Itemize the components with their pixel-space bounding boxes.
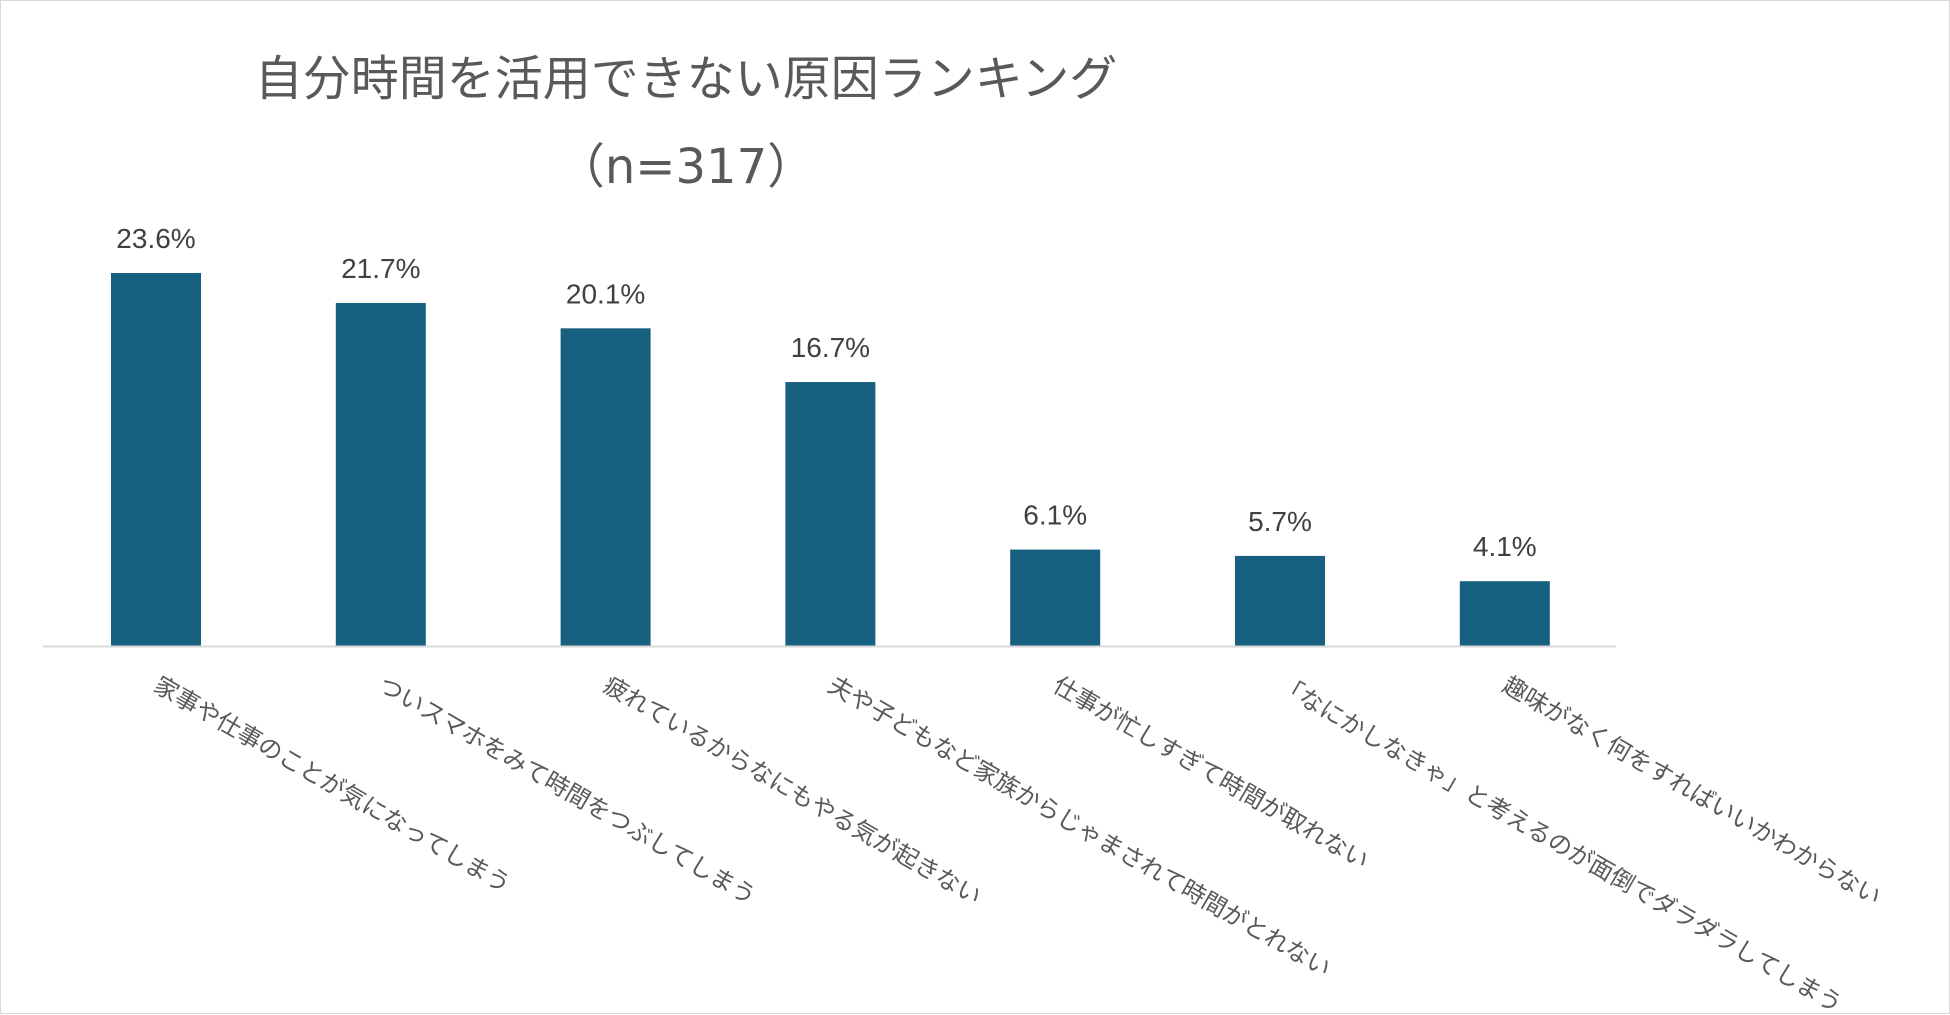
- data-label: 21.7%: [341, 253, 420, 284]
- bar: [785, 382, 876, 646]
- data-label: 23.6%: [116, 223, 195, 254]
- data-label: 6.1%: [1023, 500, 1087, 531]
- bar: [335, 303, 426, 646]
- category-label-group: 家事や仕事のことが気になってしまうついスマホをみて時間をつぶしてしまう疲れている…: [149, 671, 1886, 1015]
- data-label: 16.7%: [791, 332, 870, 363]
- bar: [1459, 581, 1550, 646]
- category-label: 趣味がなく何をすればいいかわからない: [1498, 671, 1886, 911]
- data-label: 4.1%: [1473, 531, 1537, 562]
- category-label: 夫や子どもなど家族からじゃまされて時間がとれない: [823, 671, 1335, 983]
- bar: [560, 328, 651, 646]
- category-label: ついスマホをみて時間をつぶしてしまう: [374, 671, 761, 911]
- bar-group: [111, 273, 1550, 646]
- category-label: 家事や仕事のことが気になってしまう: [149, 671, 515, 899]
- data-label: 20.1%: [566, 278, 645, 309]
- bar: [1235, 555, 1325, 646]
- bar: [1010, 549, 1101, 646]
- category-label: 疲れているからなにもやる気が起きない: [599, 671, 987, 911]
- chart-subtitle: （n=317）: [557, 139, 815, 195]
- data-label: 5.7%: [1248, 506, 1312, 537]
- chart-title: 自分時間を活用できない原因ランキング: [255, 51, 1118, 107]
- data-label-group: 23.6% 21.7% 20.1% 16.7% 6.1% 5.7% 4.1%: [116, 223, 1536, 562]
- bar: [111, 273, 201, 646]
